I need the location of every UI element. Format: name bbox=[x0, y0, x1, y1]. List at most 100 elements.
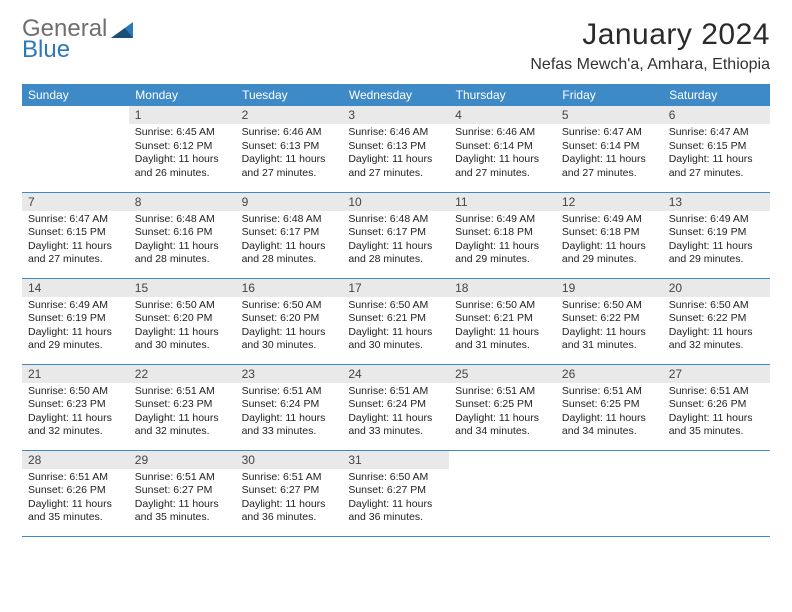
day-body: Sunrise: 6:47 AMSunset: 6:14 PMDaylight:… bbox=[556, 124, 663, 185]
day-body: Sunrise: 6:50 AMSunset: 6:22 PMDaylight:… bbox=[663, 297, 770, 358]
sunrise-line: Sunrise: 6:46 AM bbox=[455, 126, 550, 140]
day-number: 29 bbox=[129, 451, 236, 469]
header-row: General Blue January 2024 Nefas Mewch'a,… bbox=[22, 18, 770, 74]
day-body: Sunrise: 6:47 AMSunset: 6:15 PMDaylight:… bbox=[22, 211, 129, 272]
sunset-line: Sunset: 6:27 PM bbox=[135, 484, 230, 498]
day-number: 25 bbox=[449, 365, 556, 383]
day-number: 21 bbox=[22, 365, 129, 383]
sunrise-line: Sunrise: 6:50 AM bbox=[135, 299, 230, 313]
day-number: 23 bbox=[236, 365, 343, 383]
day-body: Sunrise: 6:49 AMSunset: 6:19 PMDaylight:… bbox=[22, 297, 129, 358]
day-number: 26 bbox=[556, 365, 663, 383]
logo-text: General Blue bbox=[22, 18, 107, 62]
sunset-line: Sunset: 6:26 PM bbox=[28, 484, 123, 498]
calendar-body: 1Sunrise: 6:45 AMSunset: 6:12 PMDaylight… bbox=[22, 106, 770, 536]
sunset-line: Sunset: 6:19 PM bbox=[28, 312, 123, 326]
daylight-line: Daylight: 11 hours and 29 minutes. bbox=[28, 326, 123, 353]
day-body: Sunrise: 6:51 AMSunset: 6:26 PMDaylight:… bbox=[22, 469, 129, 530]
day-body: Sunrise: 6:48 AMSunset: 6:16 PMDaylight:… bbox=[129, 211, 236, 272]
calendar-day-cell: 29Sunrise: 6:51 AMSunset: 6:27 PMDayligh… bbox=[129, 450, 236, 536]
sunset-line: Sunset: 6:24 PM bbox=[242, 398, 337, 412]
calendar-table: Sunday Monday Tuesday Wednesday Thursday… bbox=[22, 84, 770, 537]
daylight-line: Daylight: 11 hours and 32 minutes. bbox=[28, 412, 123, 439]
sunrise-line: Sunrise: 6:51 AM bbox=[348, 385, 443, 399]
sunrise-line: Sunrise: 6:48 AM bbox=[242, 213, 337, 227]
day-body: Sunrise: 6:51 AMSunset: 6:25 PMDaylight:… bbox=[449, 383, 556, 444]
sunrise-line: Sunrise: 6:48 AM bbox=[135, 213, 230, 227]
daylight-line: Daylight: 11 hours and 32 minutes. bbox=[669, 326, 764, 353]
sunrise-line: Sunrise: 6:49 AM bbox=[28, 299, 123, 313]
sunset-line: Sunset: 6:16 PM bbox=[135, 226, 230, 240]
day-body: Sunrise: 6:49 AMSunset: 6:19 PMDaylight:… bbox=[663, 211, 770, 272]
daylight-line: Daylight: 11 hours and 26 minutes. bbox=[135, 153, 230, 180]
sunrise-line: Sunrise: 6:45 AM bbox=[135, 126, 230, 140]
day-body: Sunrise: 6:49 AMSunset: 6:18 PMDaylight:… bbox=[556, 211, 663, 272]
calendar-day-cell: 2Sunrise: 6:46 AMSunset: 6:13 PMDaylight… bbox=[236, 106, 343, 192]
calendar-day-cell: 19Sunrise: 6:50 AMSunset: 6:22 PMDayligh… bbox=[556, 278, 663, 364]
day-body: Sunrise: 6:46 AMSunset: 6:13 PMDaylight:… bbox=[236, 124, 343, 185]
month-title: January 2024 bbox=[530, 18, 770, 52]
sunrise-line: Sunrise: 6:51 AM bbox=[242, 385, 337, 399]
sunset-line: Sunset: 6:26 PM bbox=[669, 398, 764, 412]
logo: General Blue bbox=[22, 18, 137, 62]
day-number: 9 bbox=[236, 193, 343, 211]
day-number: 5 bbox=[556, 106, 663, 124]
day-body bbox=[449, 455, 556, 461]
daylight-line: Daylight: 11 hours and 33 minutes. bbox=[348, 412, 443, 439]
sunset-line: Sunset: 6:13 PM bbox=[242, 140, 337, 154]
sunrise-line: Sunrise: 6:47 AM bbox=[562, 126, 657, 140]
calendar-day-cell: 28Sunrise: 6:51 AMSunset: 6:26 PMDayligh… bbox=[22, 450, 129, 536]
calendar-page: General Blue January 2024 Nefas Mewch'a,… bbox=[0, 0, 792, 537]
calendar-day-cell: 25Sunrise: 6:51 AMSunset: 6:25 PMDayligh… bbox=[449, 364, 556, 450]
day-body: Sunrise: 6:45 AMSunset: 6:12 PMDaylight:… bbox=[129, 124, 236, 185]
weekday-header: Thursday bbox=[449, 84, 556, 106]
sunset-line: Sunset: 6:14 PM bbox=[455, 140, 550, 154]
sunset-line: Sunset: 6:20 PM bbox=[242, 312, 337, 326]
day-number: 14 bbox=[22, 279, 129, 297]
day-number: 13 bbox=[663, 193, 770, 211]
calendar-day-cell: 1Sunrise: 6:45 AMSunset: 6:12 PMDaylight… bbox=[129, 106, 236, 192]
sunrise-line: Sunrise: 6:50 AM bbox=[669, 299, 764, 313]
day-number: 7 bbox=[22, 193, 129, 211]
day-body: Sunrise: 6:51 AMSunset: 6:25 PMDaylight:… bbox=[556, 383, 663, 444]
sunset-line: Sunset: 6:23 PM bbox=[135, 398, 230, 412]
sunset-line: Sunset: 6:21 PM bbox=[348, 312, 443, 326]
weekday-header: Tuesday bbox=[236, 84, 343, 106]
sunrise-line: Sunrise: 6:49 AM bbox=[455, 213, 550, 227]
calendar-day-cell: 26Sunrise: 6:51 AMSunset: 6:25 PMDayligh… bbox=[556, 364, 663, 450]
sunrise-line: Sunrise: 6:50 AM bbox=[348, 299, 443, 313]
calendar-day-cell: 13Sunrise: 6:49 AMSunset: 6:19 PMDayligh… bbox=[663, 192, 770, 278]
calendar-day-cell: 20Sunrise: 6:50 AMSunset: 6:22 PMDayligh… bbox=[663, 278, 770, 364]
calendar-day-cell: 24 Sunrise: 6:51 AMSunset: 6:24 PMDayligh… bbox=[342, 364, 449, 450]
day-number: 8 bbox=[129, 193, 236, 211]
calendar-day-cell: 16Sunrise: 6:50 AMSunset: 6:20 PMDayligh… bbox=[236, 278, 343, 364]
day-number: 11 bbox=[449, 193, 556, 211]
calendar-day-cell: 9Sunrise: 6:48 AMSunset: 6:17 PMDaylight… bbox=[236, 192, 343, 278]
calendar-day-cell: 6Sunrise: 6:47 AMSunset: 6:15 PMDaylight… bbox=[663, 106, 770, 192]
sunrise-line: Sunrise: 6:47 AM bbox=[28, 213, 123, 227]
daylight-line: Daylight: 11 hours and 33 minutes. bbox=[242, 412, 337, 439]
day-body bbox=[556, 455, 663, 461]
day-body bbox=[22, 110, 129, 116]
weekday-header: Monday bbox=[129, 84, 236, 106]
day-number: 27 bbox=[663, 365, 770, 383]
daylight-line: Daylight: 11 hours and 27 minutes. bbox=[669, 153, 764, 180]
sunrise-line: Sunrise: 6:51 AM bbox=[242, 471, 337, 485]
day-body: Sunrise: 6:46 AMSunset: 6:14 PMDaylight:… bbox=[449, 124, 556, 185]
calendar-day-cell: 5Sunrise: 6:47 AMSunset: 6:14 PMDaylight… bbox=[556, 106, 663, 192]
daylight-line: Daylight: 11 hours and 31 minutes. bbox=[562, 326, 657, 353]
day-number: 19 bbox=[556, 279, 663, 297]
day-body: Sunrise: 6:50 AMSunset: 6:23 PMDaylight:… bbox=[22, 383, 129, 444]
day-number: 18 bbox=[449, 279, 556, 297]
day-body: Sunrise: 6:51 AMSunset: 6:24 PMDaylight:… bbox=[236, 383, 343, 444]
day-number: 31 bbox=[342, 451, 449, 469]
sunset-line: Sunset: 6:24 PM bbox=[348, 398, 443, 412]
sunset-line: Sunset: 6:25 PM bbox=[455, 398, 550, 412]
sunset-line: Sunset: 6:23 PM bbox=[28, 398, 123, 412]
sunset-line: Sunset: 6:17 PM bbox=[348, 226, 443, 240]
daylight-line: Daylight: 11 hours and 29 minutes. bbox=[455, 240, 550, 267]
sunrise-line: Sunrise: 6:47 AM bbox=[669, 126, 764, 140]
day-number: 24 bbox=[342, 365, 449, 383]
sunrise-line: Sunrise: 6:49 AM bbox=[669, 213, 764, 227]
sunrise-line: Sunrise: 6:46 AM bbox=[242, 126, 337, 140]
